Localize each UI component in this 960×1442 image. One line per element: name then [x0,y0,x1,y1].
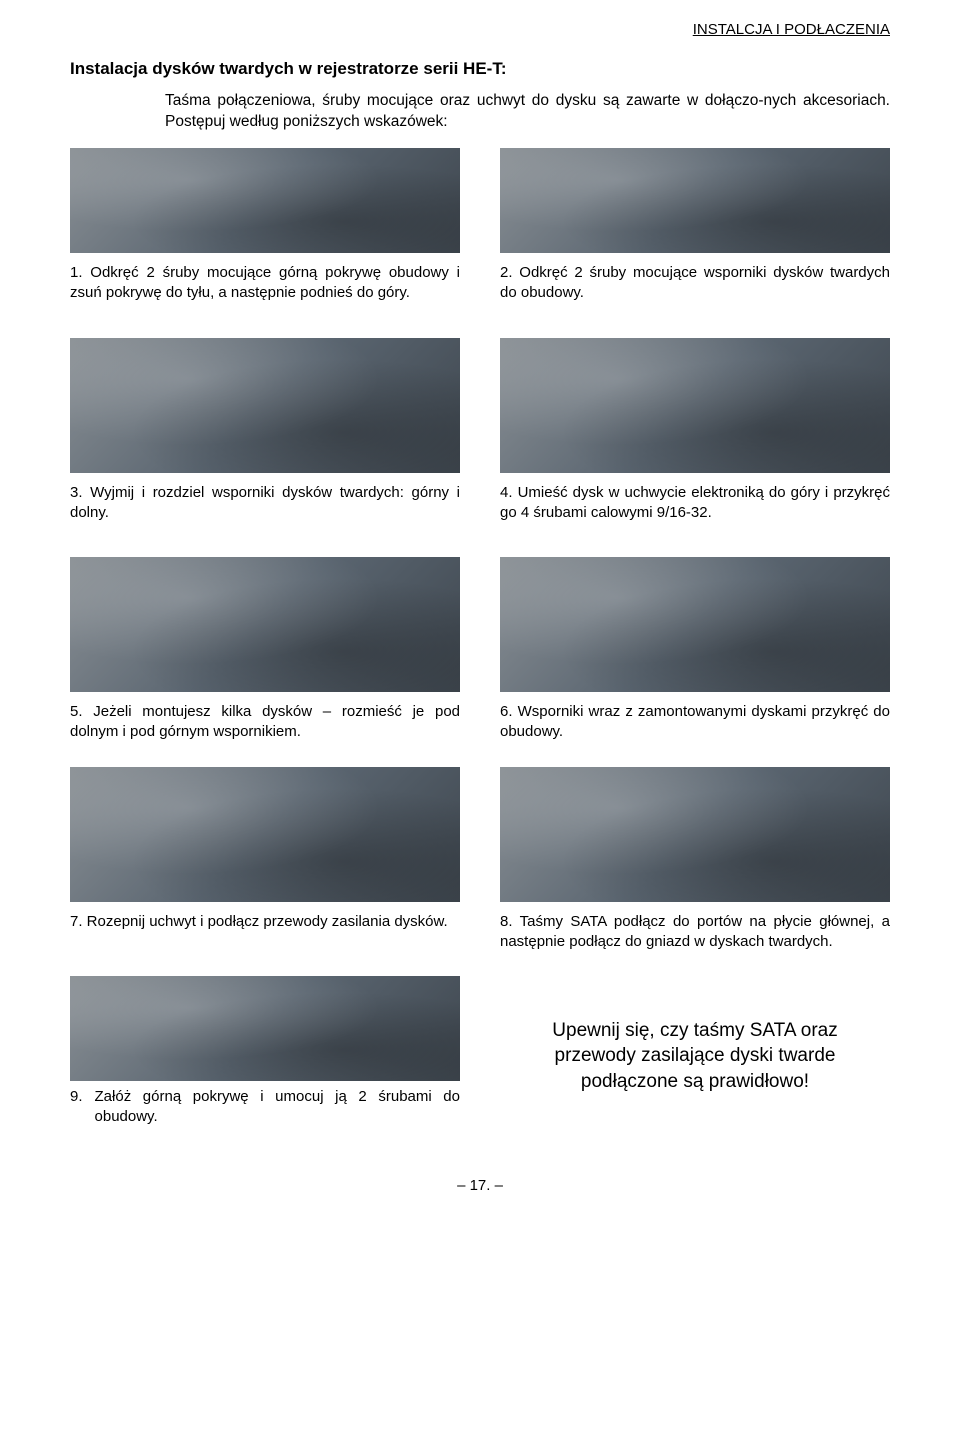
step-3-image [70,338,460,473]
step-2-image [500,148,890,253]
intro-text: Taśma połączeniowa, śruby mocujące oraz … [165,91,890,133]
step-5-caption: 5. Jeżeli montujesz kilka dysków – rozmi… [70,698,460,743]
step-9-text: Załóż górną pokrywę i umocuj ją 2 śrubam… [95,1087,460,1128]
step-6-image [500,557,890,692]
step-7-caption: 7. Rozepnij uchwyt i podłącz przewody za… [70,908,460,953]
step-3-caption: 3. Wyjmij i rozdziel wsporniki dysków tw… [70,479,460,524]
step-2-caption: 2. Odkręć 2 śruby mocujące wsporniki dys… [500,259,890,304]
step-8-caption: 8. Taśmy SATA podłącz do portów na płyci… [500,908,890,953]
step-1-caption: 1. Odkręć 2 śruby mocujące górną pokrywę… [70,259,460,304]
step-9-number: 9. [70,1087,83,1128]
step-9-image [70,976,460,1081]
final-note: Upewnij się, czy taśmy SATA oraz przewod… [500,1018,890,1095]
page-title: Instalacja dysków twardych w rejestrator… [70,58,890,81]
step-4-caption: 4. Umieść dysk w uchwycie elektroniką do… [500,479,890,524]
section-header: INSTALCJA I PODŁACZENIA [70,20,890,40]
page-number: – 17. – [70,1176,890,1196]
step-4-image [500,338,890,473]
step-1-image [70,148,460,253]
steps-grid: 1. Odkręć 2 śruby mocujące górną pokrywę… [70,148,890,1136]
step-7-image [70,767,460,902]
step-8-image [500,767,890,902]
step-5-image [70,557,460,692]
step-9-caption: 9. Załóż górną pokrywę i umocuj ją 2 śru… [70,1087,460,1128]
step-6-caption: 6. Wsporniki wraz z zamontowanymi dyskam… [500,698,890,743]
